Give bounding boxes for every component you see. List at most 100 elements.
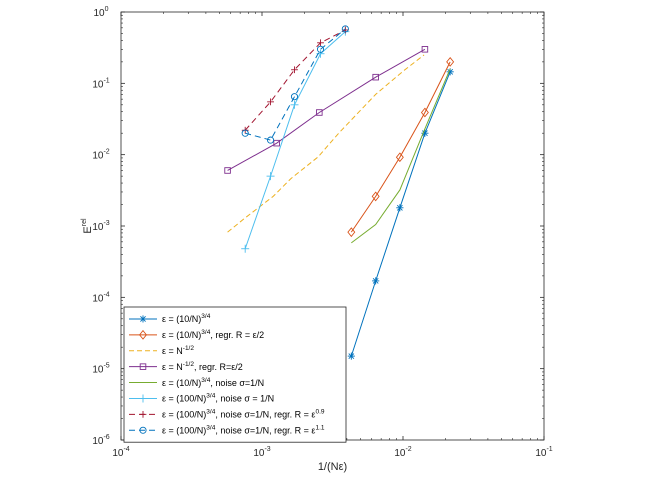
legend-label-text: ε = (100/N) [162,425,206,435]
legend-label-superscript: -1/2 [183,361,195,368]
marker-asterisk [396,204,404,212]
series-5 [351,68,451,244]
legend-label-superscript: 3/4 [201,377,210,384]
marker-asterisk [347,352,355,360]
marker-stroke [421,130,428,137]
x-tick-label-exponent: -4 [123,446,129,453]
y-tick-label-exponent: -1 [103,77,109,84]
legend-label-text: , regr. R = ε/2 [210,330,264,340]
marker-square [372,73,379,81]
y-axis-label-base: E [82,226,94,233]
marker-stroke [140,316,146,322]
legend-label: ε = (100/N)3/4, noise σ=1/N, regr. R = ε… [162,424,325,435]
marker-circle [316,45,325,53]
legend-label-text: , noise σ=1/N [210,378,264,388]
legend-label-text: ε = N [162,346,183,356]
y-tick-label-base: 10 [92,79,104,90]
marker-cross [267,98,274,106]
marker-square [139,363,147,370]
marker-square [421,46,429,53]
x-tick-label-base: 10 [394,448,406,459]
legend-label-text: ε = (10/N) [162,330,201,340]
marker-asterisk [139,315,147,323]
y-tick-label-base: 10 [93,8,105,19]
legend-label-superscript: 3/4 [206,409,215,416]
marker-plus [139,394,147,403]
marker-diamond [371,191,380,202]
series-7-line [244,29,346,131]
legend-label-text: ε = N [162,362,183,372]
x-tick-label-base: 10 [535,448,547,459]
marker-cross [317,39,324,47]
legend-label-superscript: 3/4 [201,313,210,320]
y-tick-label: 100 [93,6,108,19]
legend-entry-8: ε = (100/N)3/4, noise σ=1/N, regr. R = ε… [129,424,325,435]
x-tick-label-exponent: -2 [405,446,411,453]
y-tick-label: 10-5 [92,363,109,376]
marker-diamond [347,227,356,238]
legend-label: ε = (10/N)3/4, noise σ=1/N [162,377,264,388]
y-tick-label-base: 10 [92,293,104,304]
legend-label: ε = (100/N)3/4, noise σ=1/N, regr. R = ε… [162,409,325,420]
marker-circle [139,426,147,434]
series-8 [241,25,349,144]
y-tick-label-exponent: -6 [103,434,109,441]
legend-label-text: ε = (10/N) [162,314,201,324]
legend-label-superscript: 3/4 [206,424,215,431]
x-axis-label-tail: ) [344,461,348,473]
y-tick-label-exponent: -3 [103,220,109,227]
y-axis-label: Erel [81,218,94,234]
y-tick-label-base: 10 [92,436,104,447]
legend-label: ε = (10/N)3/4 [162,313,211,324]
legend-label: ε = N-1/2 [162,345,194,356]
legend-label-text: , noise σ=1/N, regr. R = ε [215,425,315,435]
series-layer [224,25,455,360]
marker-asterisk [421,129,429,137]
series-4-line [227,48,426,171]
marker-plus [266,172,275,181]
legend-box [123,306,347,443]
legend-entry-4: ε = N-1/2, regr. R=ε/2 [129,361,243,372]
series-2-line [350,61,451,233]
x-tick-label: 10-4 [112,446,129,459]
marker-circle [267,136,275,144]
legend: ε = (10/N)3/4ε = (10/N)3/4, regr. R = ε/… [123,306,347,443]
legend-label-superscript: 3/4 [206,393,215,400]
y-tick-label: 10-1 [92,77,109,90]
x-axis-label-base: 1/(N [318,461,339,473]
legend-entry-7: ε = (100/N)3/4, noise σ=1/N, regr. R = ε… [129,409,325,420]
y-tick-label-exponent: 0 [105,6,109,13]
x-tick-label: 10-1 [535,446,552,459]
x-tick-label-base: 10 [253,448,265,459]
series-5-line [351,68,451,244]
marker-square [316,109,323,116]
legend-entry-3: ε = N-1/2 [129,345,194,356]
y-tick-label: 10-2 [92,149,109,162]
ticks-layer: 10-4 10-3 10-2 10-110-610-510-410-310-210-1… [92,6,552,459]
y-tick-label: 10-3 [92,220,109,233]
x-tick-label: 10-3 [253,446,270,459]
marker-diamond [446,56,455,67]
marker-stroke [348,353,355,360]
legend-label-superscript: -1/2 [183,345,195,352]
marker-stroke [372,277,379,284]
legend-entry-6: ε = (100/N)3/4, noise σ = 1/N [129,393,274,404]
marker-cross [139,410,147,418]
series-7 [241,26,349,134]
y-tick-label-base: 10 [92,365,104,376]
marker-cross [291,66,298,74]
legend-entry-2: ε = (10/N)3/4, regr. R = ε/2 [129,329,264,340]
marker-diamond [395,152,404,163]
x-tick-label-exponent: -3 [264,446,270,453]
legend-label: ε = (10/N)3/4, regr. R = ε/2 [162,329,264,340]
legend-entry-5: ε = (10/N)3/4, noise σ=1/N [129,377,264,388]
legend-label-text: , noise σ=1/N, regr. R = ε [215,410,315,420]
series-3-line [227,54,425,233]
y-tick-label: 10-4 [92,291,109,304]
series-4 [224,46,429,174]
legend-label-text: ε = (100/N) [162,394,206,404]
marker-circle [341,25,349,33]
legend-label-superscript: 3/4 [201,329,210,336]
y-tick-label-exponent: -5 [103,363,109,370]
